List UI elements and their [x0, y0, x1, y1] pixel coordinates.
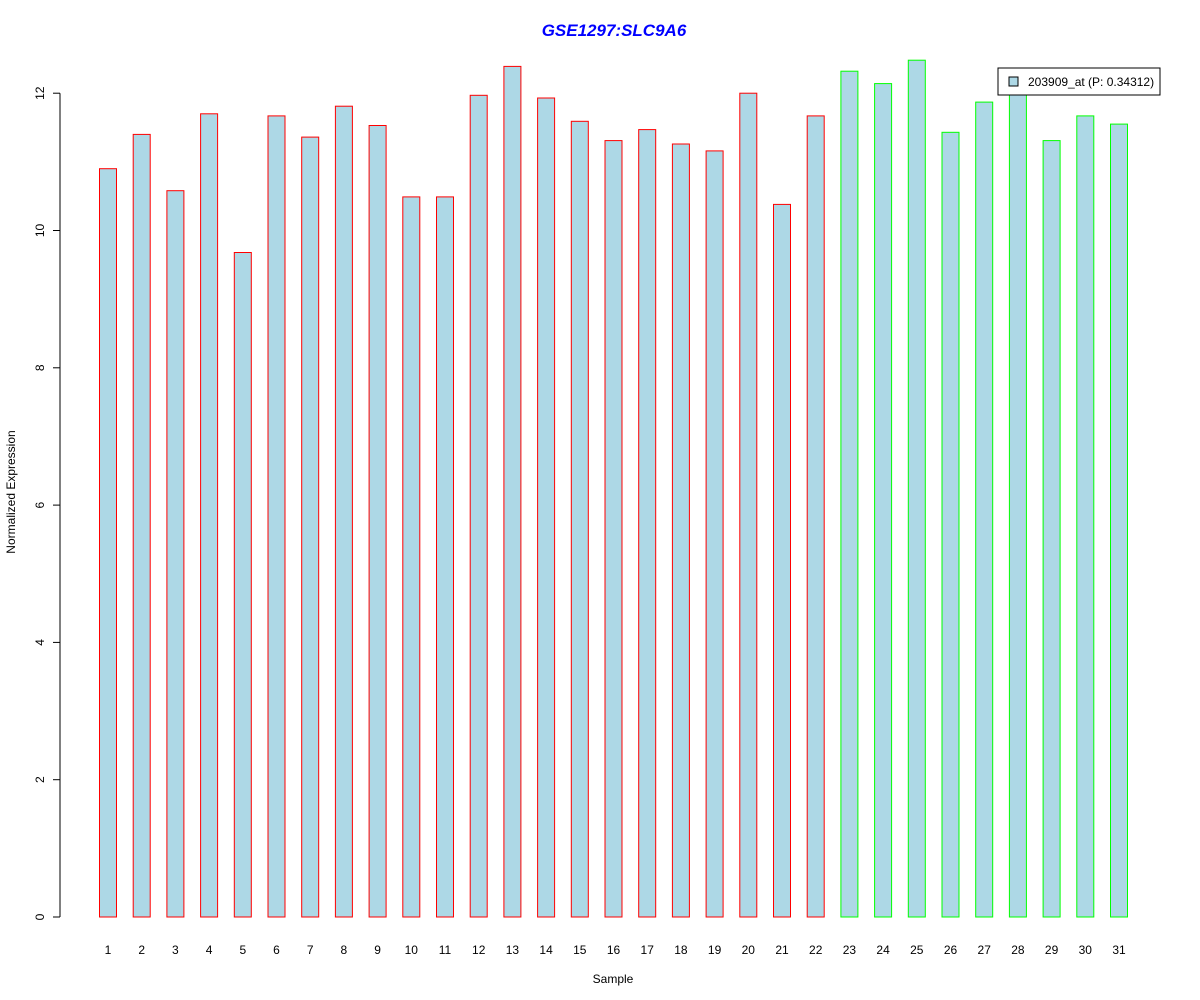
y-axis-label: Normalized Expression [4, 430, 18, 553]
x-tick-label: 28 [1011, 943, 1025, 957]
bar-sample-27 [975, 101, 994, 918]
x-tick-label: 8 [341, 943, 348, 957]
x-tick-label: 10 [405, 943, 419, 957]
x-tick-label: 13 [506, 943, 520, 957]
bar-sample-4 [200, 113, 219, 918]
y-tick-label: 8 [33, 364, 47, 371]
legend-swatch [1008, 76, 1019, 87]
x-tick-label: 18 [674, 943, 688, 957]
y-axis: 0 2 4 6 8 10 12 [33, 86, 61, 920]
x-axis-label: Sample [593, 972, 634, 986]
x-tick-label: 11 [439, 943, 452, 957]
x-tick-label: 15 [573, 943, 587, 957]
legend: 203909_at (P: 0.34312) [997, 67, 1161, 96]
bar-sample-20 [739, 92, 758, 918]
x-tick-label: 14 [539, 943, 553, 957]
bar-sample-14 [537, 97, 556, 918]
x-tick-label: 31 [1112, 943, 1126, 957]
bar-sample-9 [368, 125, 387, 918]
x-tick-label: 9 [374, 943, 381, 957]
x-tick-label: 29 [1045, 943, 1059, 957]
x-tick-label: 25 [910, 943, 924, 957]
y-tick-label: 4 [33, 639, 47, 646]
bar-sample-5 [233, 252, 252, 918]
x-tick-label: 22 [809, 943, 823, 957]
bar-sample-23 [840, 70, 859, 918]
x-tick-label: 20 [742, 943, 756, 957]
x-tick-label: 30 [1079, 943, 1093, 957]
bar-sample-16 [604, 140, 623, 918]
bar-sample-10 [402, 196, 421, 918]
x-tick-label: 16 [607, 943, 621, 957]
x-tick-label: 26 [944, 943, 958, 957]
x-tick-label: 19 [708, 943, 722, 957]
bar-sample-6 [267, 115, 286, 918]
legend-box [997, 67, 1161, 96]
x-tick-label: 7 [307, 943, 314, 957]
bar-sample-26 [941, 131, 960, 918]
bar-sample-31 [1110, 123, 1128, 918]
x-tick-label: 23 [843, 943, 857, 957]
x-tick-label: 6 [273, 943, 280, 957]
x-tick-label: 4 [206, 943, 213, 957]
x-tick-label: 2 [138, 943, 145, 957]
y-tick-label: 10 [33, 224, 47, 238]
bar-sample-18 [671, 143, 690, 918]
x-tick-label: 12 [472, 943, 486, 957]
x-tick-label: 1 [105, 943, 112, 957]
x-tick-label: 21 [775, 943, 789, 957]
bar-sample-2 [132, 133, 151, 918]
bar-sample-1 [99, 168, 117, 918]
bar-sample-7 [301, 136, 320, 918]
bar-sample-17 [638, 129, 657, 918]
chart-title: GSE1297:SLC9A6 [542, 21, 687, 40]
x-tick-label: 27 [978, 943, 992, 957]
bar-sample-19 [705, 150, 724, 918]
bar-sample-13 [503, 65, 522, 918]
bar-sample-15 [570, 120, 589, 918]
x-tick-label: 3 [172, 943, 179, 957]
bar-sample-3 [166, 190, 185, 918]
bar-sample-11 [436, 196, 454, 918]
x-tick-label: 24 [876, 943, 890, 957]
bar-sample-29 [1042, 140, 1061, 918]
y-tick-label: 6 [33, 501, 47, 508]
bars [99, 59, 1128, 918]
bar-sample-28 [1008, 94, 1027, 918]
bar-sample-8 [334, 105, 353, 918]
bar-sample-21 [773, 203, 791, 918]
y-tick-label: 2 [33, 776, 47, 783]
bar-sample-12 [469, 94, 488, 918]
y-tick-label: 12 [33, 86, 47, 100]
y-tick-label: 0 [33, 913, 47, 920]
bar-sample-30 [1076, 115, 1095, 918]
x-tick-labels: 1 2 3 4 5 6 7 8 9 10 11 12 13 14 15 16 17 18 19 20 21 22 23 24 2… [105, 943, 1126, 957]
x-tick-label: 17 [641, 943, 655, 957]
bar-sample-22 [806, 115, 825, 918]
legend-label: 203909_at (P: 0.34312) [1028, 75, 1154, 89]
x-tick-label: 5 [239, 943, 246, 957]
bar-sample-24 [874, 83, 893, 918]
bar-sample-25 [907, 59, 926, 918]
